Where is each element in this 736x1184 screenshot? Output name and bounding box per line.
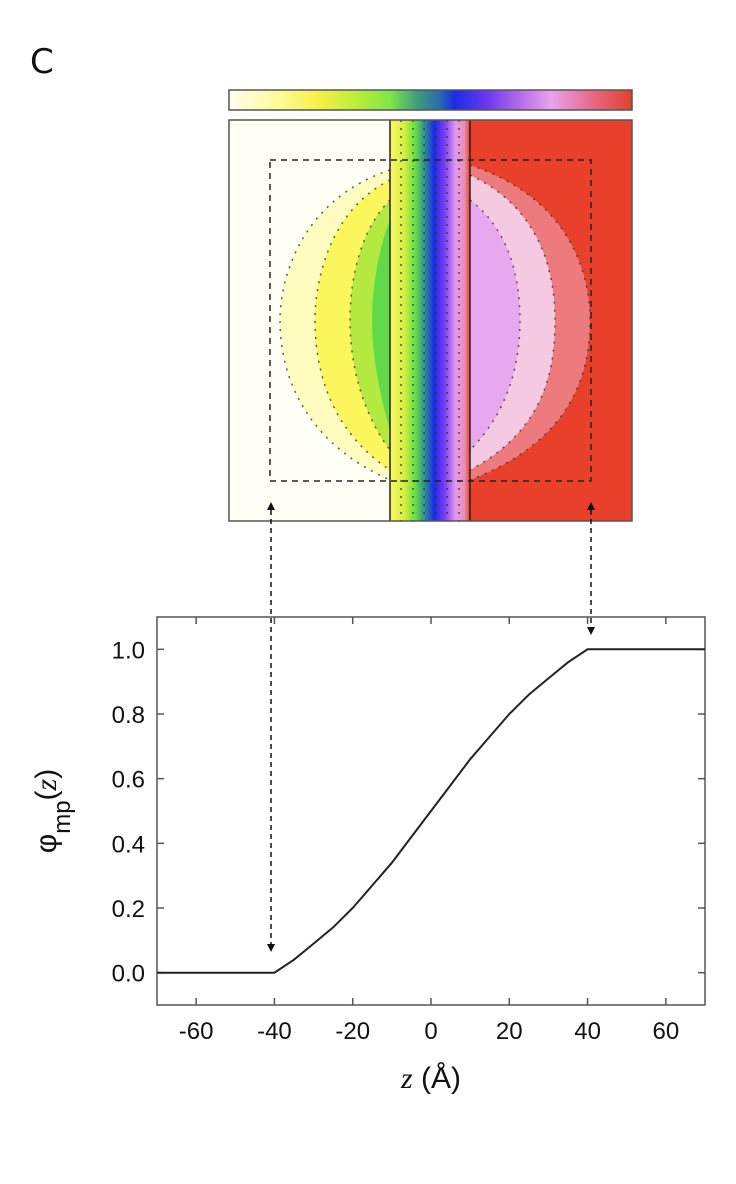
x-tick-label: -40 bbox=[257, 1018, 292, 1045]
x-tick-label: 20 bbox=[496, 1018, 523, 1045]
heatmap-frame bbox=[228, 119, 633, 522]
connector-arrows bbox=[270, 510, 592, 944]
y-tick-label: 0.6 bbox=[112, 767, 145, 794]
x-tick-label: 60 bbox=[653, 1018, 680, 1045]
x-tick-label: -60 bbox=[179, 1018, 214, 1045]
x-tick-label: 40 bbox=[574, 1018, 601, 1045]
heatmap bbox=[229, 120, 632, 521]
panel-label: C bbox=[30, 42, 54, 82]
data-line bbox=[157, 648, 705, 974]
x-tick-label: 0 bbox=[424, 1018, 437, 1045]
y-tick-label: 0.8 bbox=[112, 702, 145, 729]
y-tick-label: 0.2 bbox=[112, 896, 145, 923]
y-tick-label: 0.0 bbox=[112, 961, 145, 988]
line-chart: -60 -40 -20 0 20 40 60 0.0 0.2 0.4 0.6 0.8 1.0 z (Å… bbox=[30, 616, 706, 1095]
y-axis-ticks: 0.0 0.2 0.4 0.6 0.8 1.0 bbox=[112, 637, 705, 988]
y-axis-label: φmp(z) bbox=[30, 769, 76, 853]
x-axis-ticks: -60 -40 -20 0 20 40 60 bbox=[179, 617, 679, 1045]
y-tick-label: 0.4 bbox=[112, 831, 145, 858]
x-axis-label: z (Å) bbox=[400, 1062, 461, 1095]
y-tick-label: 1.0 bbox=[112, 637, 145, 664]
x-tick-label: -20 bbox=[335, 1018, 370, 1045]
colorbar bbox=[228, 89, 633, 111]
arrowheads bbox=[267, 502, 595, 952]
